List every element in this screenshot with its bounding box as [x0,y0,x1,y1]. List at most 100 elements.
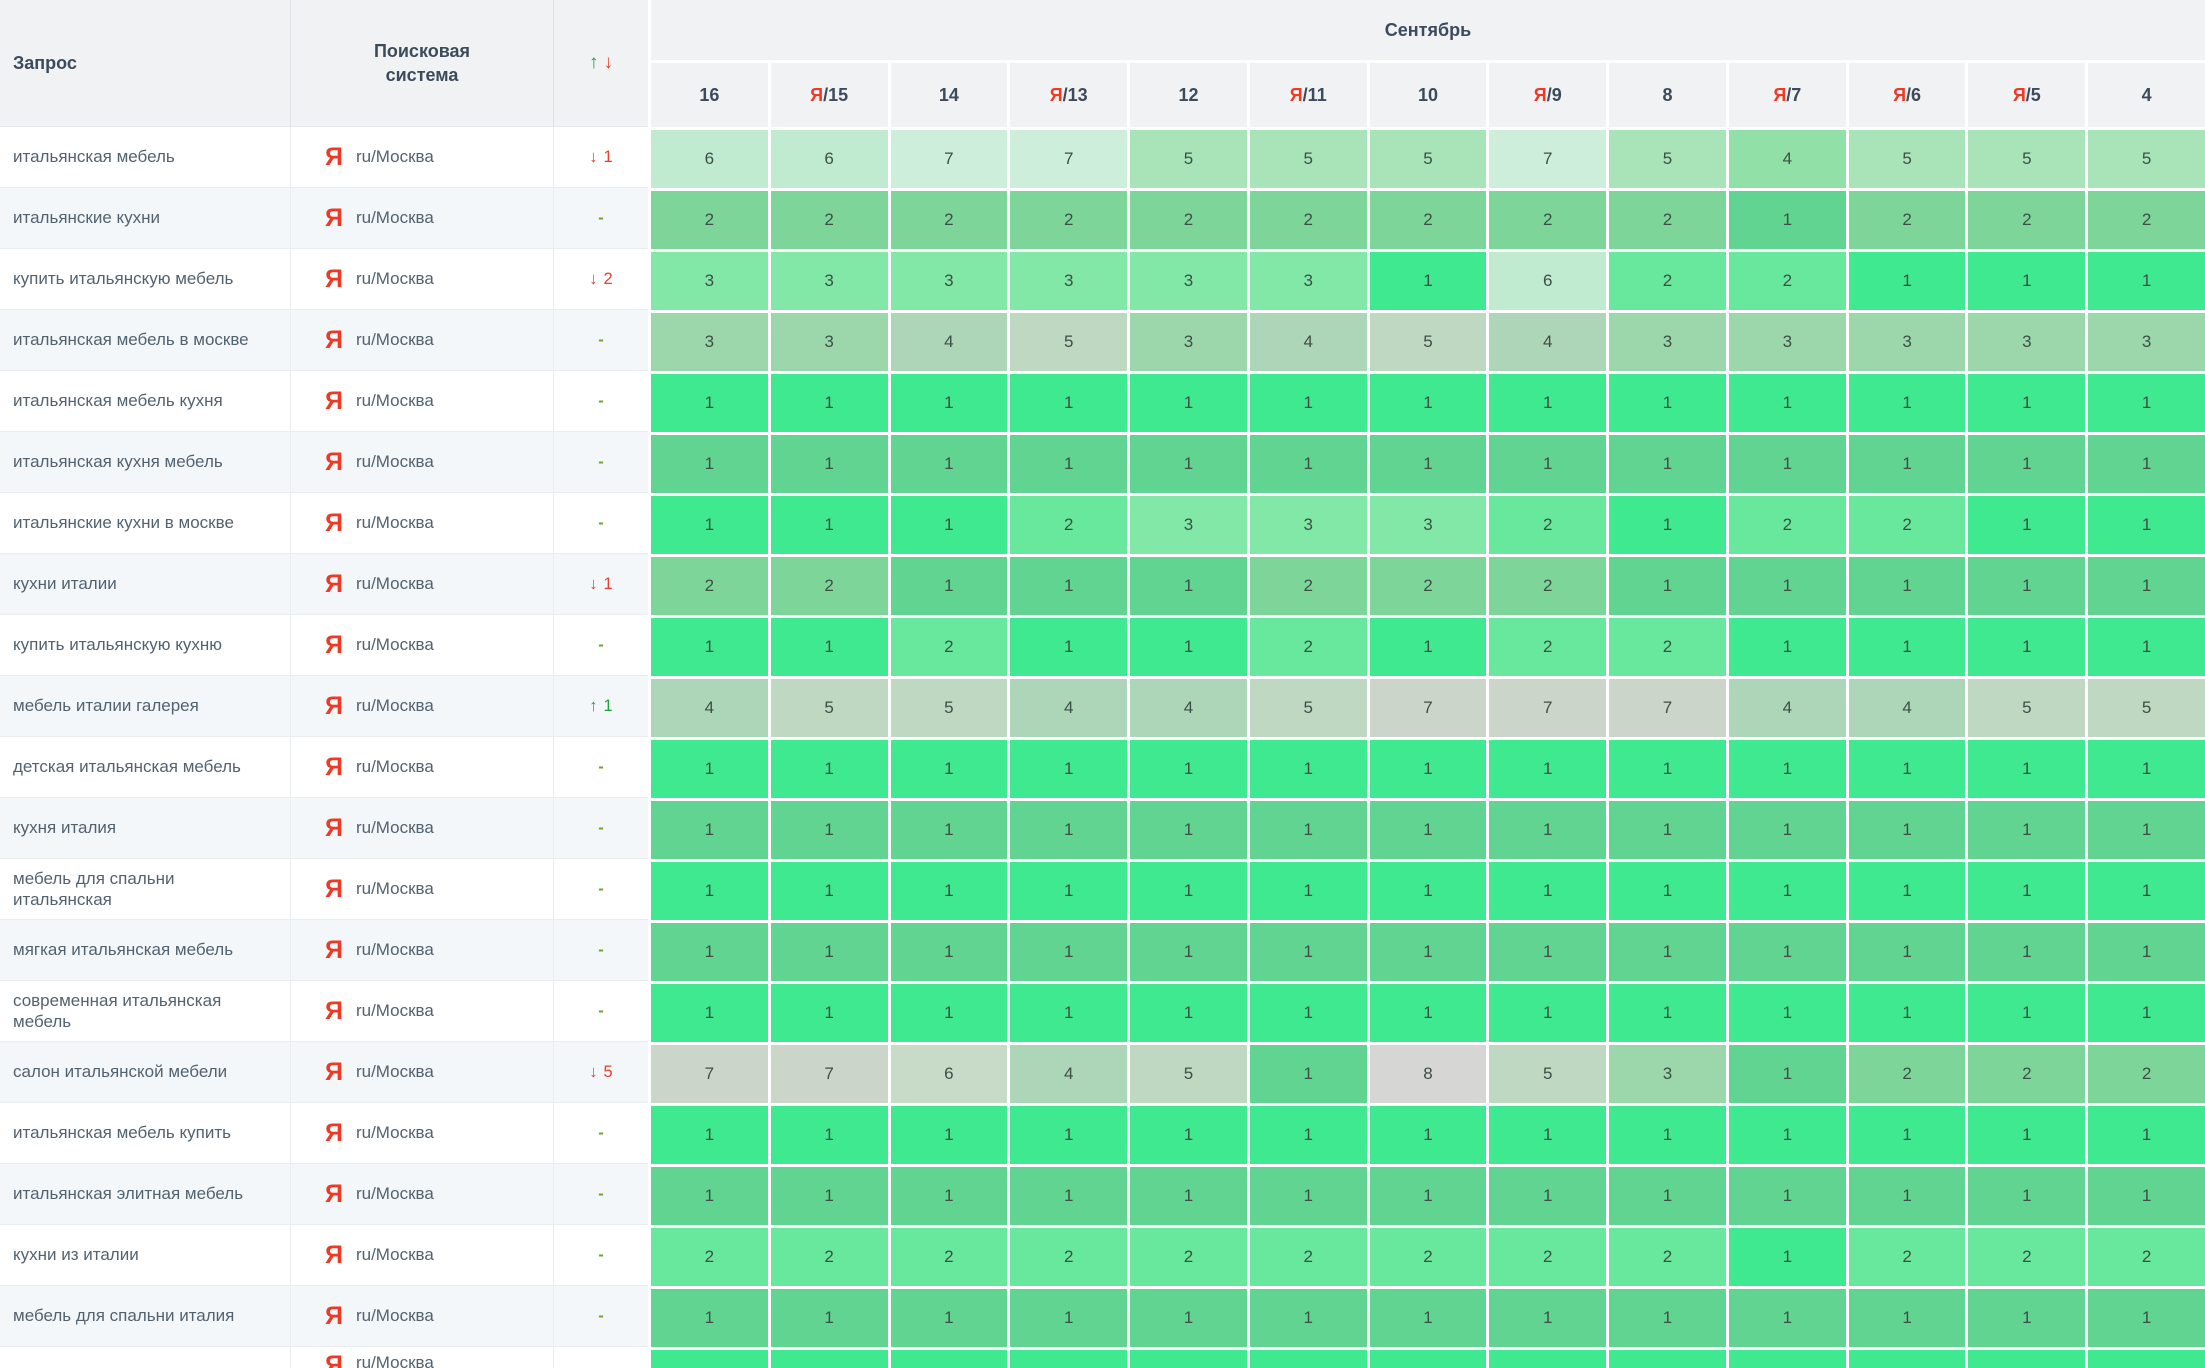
position-cell[interactable]: 1 [887,371,1008,432]
query-cell[interactable]: мягкая итальянская мебель [0,920,291,981]
position-cell[interactable]: 1 [887,432,1008,493]
position-cell[interactable]: 1 [2085,371,2205,432]
position-cell[interactable]: 1 [1606,1103,1726,1164]
position-cell[interactable]: 1 [767,615,888,676]
position-cell[interactable]: 2 [1486,493,1607,554]
position-cell[interactable]: 1 [1366,981,1487,1042]
position-cell[interactable]: 1 [767,981,888,1042]
position-cell[interactable]: 5 [1007,310,1128,371]
query-cell[interactable]: итальянская кухня мебель [0,432,291,493]
position-cell[interactable]: 1 [1845,737,1966,798]
position-cell[interactable]: 1 [1845,1103,1966,1164]
position-cell[interactable]: 2 [648,554,768,615]
position-cell[interactable]: 3 [767,249,888,310]
position-cell[interactable]: 2 [1845,493,1966,554]
position-cell[interactable] [767,1347,888,1368]
position-cell[interactable]: 6 [1486,249,1607,310]
position-cell[interactable]: 3 [1127,310,1247,371]
position-cell[interactable]: 2 [1486,1225,1607,1286]
position-cell[interactable]: 1 [887,798,1008,859]
position-cell[interactable] [1366,1347,1487,1368]
position-cell[interactable]: 1 [1246,981,1367,1042]
position-cell[interactable]: 1 [2085,432,2205,493]
date-header-cell[interactable]: 8 [1606,63,1726,127]
position-cell[interactable]: 1 [1366,1286,1487,1347]
position-cell[interactable]: 1 [1007,798,1128,859]
position-cell[interactable]: 2 [767,1225,888,1286]
position-cell[interactable]: 1 [2085,1164,2205,1225]
position-cell[interactable]: 1 [1366,859,1487,920]
query-cell[interactable] [0,1347,291,1368]
position-cell[interactable]: 1 [2085,798,2205,859]
position-cell[interactable]: 1 [1486,920,1607,981]
position-cell[interactable]: 8 [1366,1042,1487,1103]
position-cell[interactable]: 1 [2085,1103,2205,1164]
position-cell[interactable]: 2 [2085,1042,2205,1103]
position-cell[interactable]: 1 [1965,981,2086,1042]
position-cell[interactable]: 2 [1007,1225,1128,1286]
position-cell[interactable]: 2 [1965,1042,2086,1103]
header-cell-engine[interactable]: Поисковая система [291,0,554,127]
date-header-cell[interactable]: Я/6 [1845,63,1966,127]
position-cell[interactable]: 6 [767,127,888,188]
position-cell[interactable]: 3 [1246,493,1367,554]
position-cell[interactable]: 5 [1366,310,1487,371]
position-cell[interactable]: 1 [1007,1286,1128,1347]
position-cell[interactable]: 1 [1845,1164,1966,1225]
date-header-cell[interactable]: Я/5 [1965,63,2085,127]
date-header-cell[interactable]: 4 [2085,63,2205,127]
position-cell[interactable]: 1 [648,371,768,432]
position-cell[interactable]: 1 [1725,859,1846,920]
position-cell[interactable]: 2 [2085,188,2205,249]
position-cell[interactable]: 2 [1366,554,1487,615]
header-cell-change[interactable]: ↑ ↓ [554,0,648,127]
position-cell[interactable]: 2 [1007,493,1128,554]
position-cell[interactable]: 1 [767,1164,888,1225]
position-cell[interactable]: 1 [1486,371,1607,432]
position-cell[interactable]: 2 [2085,1225,2205,1286]
position-cell[interactable]: 5 [1486,1042,1607,1103]
position-cell[interactable]: 1 [1366,432,1487,493]
position-cell[interactable]: 1 [1725,1042,1846,1103]
position-cell[interactable]: 5 [2085,676,2205,737]
position-cell[interactable]: 1 [1965,1164,2086,1225]
position-cell[interactable]: 1 [1007,554,1128,615]
position-cell[interactable]: 1 [1845,615,1966,676]
position-cell[interactable]: 1 [1606,859,1726,920]
position-cell[interactable]: 5 [767,676,888,737]
position-cell[interactable]: 1 [1845,920,1966,981]
query-cell[interactable]: детская итальянская мебель [0,737,291,798]
date-header-cell[interactable]: Я/15 [767,63,888,127]
position-cell[interactable]: 1 [1246,1164,1367,1225]
query-cell[interactable]: кухни италии [0,554,291,615]
position-cell[interactable]: 4 [1725,676,1846,737]
position-cell[interactable]: 2 [1606,249,1726,310]
position-cell[interactable]: 1 [1127,737,1247,798]
query-cell[interactable]: купить итальянскую мебель [0,249,291,310]
position-cell[interactable]: 1 [1486,859,1607,920]
position-cell[interactable]: 5 [1845,127,1966,188]
position-cell[interactable] [2085,1347,2205,1368]
position-cell[interactable]: 1 [887,1286,1008,1347]
position-cell[interactable]: 1 [1965,859,2086,920]
date-header-cell[interactable]: Я/7 [1725,63,1846,127]
position-cell[interactable]: 1 [648,615,768,676]
position-cell[interactable]: 7 [767,1042,888,1103]
position-cell[interactable]: 1 [1486,1286,1607,1347]
position-cell[interactable]: 4 [1246,310,1367,371]
position-cell[interactable]: 2 [1246,1225,1367,1286]
position-cell[interactable]: 3 [648,310,768,371]
query-cell[interactable]: итальянская мебель [0,127,291,188]
position-cell[interactable]: 1 [2085,920,2205,981]
query-cell[interactable]: современная итальянская мебель [0,981,291,1042]
position-cell[interactable]: 5 [887,676,1008,737]
position-cell[interactable]: 1 [1845,249,1966,310]
position-cell[interactable]: 1 [1127,1286,1247,1347]
position-cell[interactable]: 5 [1965,127,2086,188]
position-cell[interactable]: 2 [1845,1042,1966,1103]
position-cell[interactable]: 1 [1725,1164,1846,1225]
position-cell[interactable]: 1 [1965,1286,2086,1347]
position-cell[interactable]: 1 [1127,615,1247,676]
position-cell[interactable]: 3 [1606,310,1726,371]
position-cell[interactable]: 1 [1965,798,2086,859]
